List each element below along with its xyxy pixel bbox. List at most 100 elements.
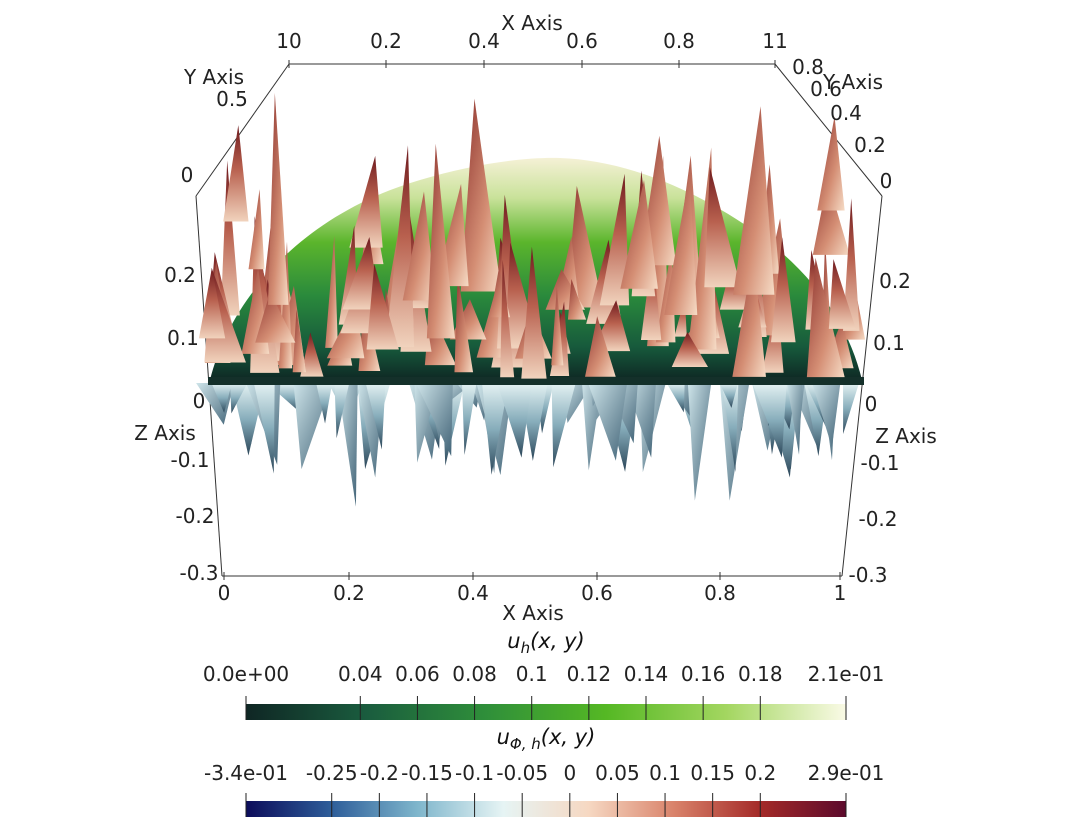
positive-spike [585, 316, 616, 377]
z-tick-right: -0.1 [860, 451, 899, 475]
x-tick-bottom: 0.4 [457, 581, 489, 605]
colorbar-uh-tick-label: 0.06 [395, 662, 440, 686]
x-tick-top: 0.2 [370, 29, 402, 53]
x-tick-bottom: 0.6 [581, 581, 613, 605]
colorbar-uphi-tick-label: 0 [563, 761, 576, 785]
positive-spike [732, 252, 766, 377]
positive-spike [349, 155, 383, 248]
positive-spike [300, 332, 324, 377]
z-axis-title-left: Z Axis [134, 421, 196, 445]
positive-spike [664, 173, 698, 315]
y-tick-right: 0.8 [792, 55, 824, 79]
negative-spike [496, 383, 532, 458]
x-tick-top: 0.6 [566, 29, 598, 53]
positive-spike [268, 93, 289, 305]
z-tick-left: -0.1 [170, 448, 209, 472]
negative-spike [415, 383, 453, 457]
y-tick-right: 0.2 [854, 133, 886, 157]
z-tick-right: -0.3 [848, 563, 887, 587]
colorbar-uh-tick-label: 0.16 [681, 662, 726, 686]
positive-spike [671, 331, 709, 367]
negative-spike [482, 383, 509, 475]
colorbar-uphi-tick-label: -0.25 [306, 761, 358, 785]
positive-spike [292, 309, 307, 373]
negative-spike [843, 383, 860, 435]
colorbar-uphi-min-label: -3.4e-01 [204, 761, 288, 785]
x-tick-top: 0.8 [663, 29, 695, 53]
positive-spike [551, 286, 564, 366]
colorbar-uphi-title: uΦ, h(x, y) [497, 725, 596, 753]
positive-spike [806, 257, 845, 378]
colorbar-uh-tick-label: 0.1 [516, 662, 548, 686]
colorbar-uphi-tick-label: -0.1 [455, 761, 494, 785]
positive-spike [220, 160, 240, 316]
negative-spikes [196, 383, 860, 507]
colorbar-uh-title: uh(x, y) [507, 629, 584, 657]
positive-spike [402, 191, 436, 301]
z-tick-right: -0.2 [858, 507, 897, 531]
z-tick-right: 0.2 [879, 269, 911, 293]
positive-spike [843, 198, 860, 331]
positive-spike [198, 268, 226, 339]
x-axis-title-top: X Axis [501, 11, 563, 35]
colorbar-uphi-bar [246, 801, 846, 817]
colorbar-uphi-tick-label: -0.15 [401, 761, 453, 785]
colorbar-uphi-tick-label: -0.2 [360, 761, 399, 785]
z-tick-left: -0.2 [175, 504, 214, 528]
x-tick-bottom: 0.8 [704, 581, 736, 605]
positive-spike [248, 189, 265, 270]
x-axis-title-bottom: X Axis [502, 601, 564, 625]
colorbar-uh-tick-label: 0.18 [738, 662, 783, 686]
z-tick-left: 0.2 [164, 263, 196, 287]
positive-spike [500, 259, 515, 378]
negative-spike [752, 383, 787, 458]
negative-spike [588, 383, 628, 461]
negative-spike [551, 383, 576, 468]
y-tick-right: 0.6 [810, 77, 842, 101]
colorbar-uh-bar [246, 704, 846, 720]
colorbar-uh-tick-label: 0.12 [567, 662, 612, 686]
positive-spike [770, 237, 796, 343]
positive-spike [366, 263, 399, 350]
positive-spike [620, 180, 658, 289]
y-axis-title-right: Y Axis [822, 70, 883, 94]
z-axis-title-right: Z Axis [875, 424, 937, 448]
colorbar-uh-tick-label: 0.04 [338, 662, 383, 686]
positive-spike [812, 179, 850, 255]
y-axis-title-left: Y Axis [183, 65, 244, 89]
positive-spike [454, 274, 474, 373]
positive-spike [704, 167, 741, 288]
negative-spike [334, 383, 350, 439]
y-tick-right: 0 [880, 169, 893, 193]
z-tick-left: 0.1 [167, 326, 199, 350]
negative-spike [719, 383, 738, 408]
x-tick-top: 10 [276, 29, 301, 53]
negative-spike [786, 383, 803, 455]
colorbar-uphi-tick-label: 0.05 [595, 761, 640, 785]
negative-spike [812, 383, 841, 448]
negative-spike [316, 383, 333, 424]
positive-spike [655, 246, 676, 343]
positive-spike [599, 173, 630, 306]
negative-spike [253, 383, 275, 474]
y-tick-left: 0.5 [216, 87, 248, 111]
positive-spike [460, 98, 502, 292]
z-tick-right: 0.1 [873, 331, 905, 355]
colorbar-uh-max-label: 2.1e-01 [808, 662, 885, 686]
y-tick-left: 0 [181, 163, 194, 187]
positive-spike [325, 235, 338, 348]
positive-spike [828, 259, 856, 329]
colorbar-uphi-tick-label: 0.15 [690, 761, 735, 785]
positive-spike [426, 143, 456, 339]
colorbar-uh-tick-label: 0.08 [452, 662, 497, 686]
positive-spike [521, 246, 547, 379]
negative-spike [337, 383, 358, 507]
axes-box [195, 63, 883, 577]
negative-spike [211, 383, 232, 413]
positive-spike [567, 279, 587, 320]
colorbar-uphi-tick-label: 0.2 [744, 761, 776, 785]
negative-spike [666, 383, 685, 413]
positive-spike [223, 125, 249, 222]
positive-spike [342, 237, 381, 310]
